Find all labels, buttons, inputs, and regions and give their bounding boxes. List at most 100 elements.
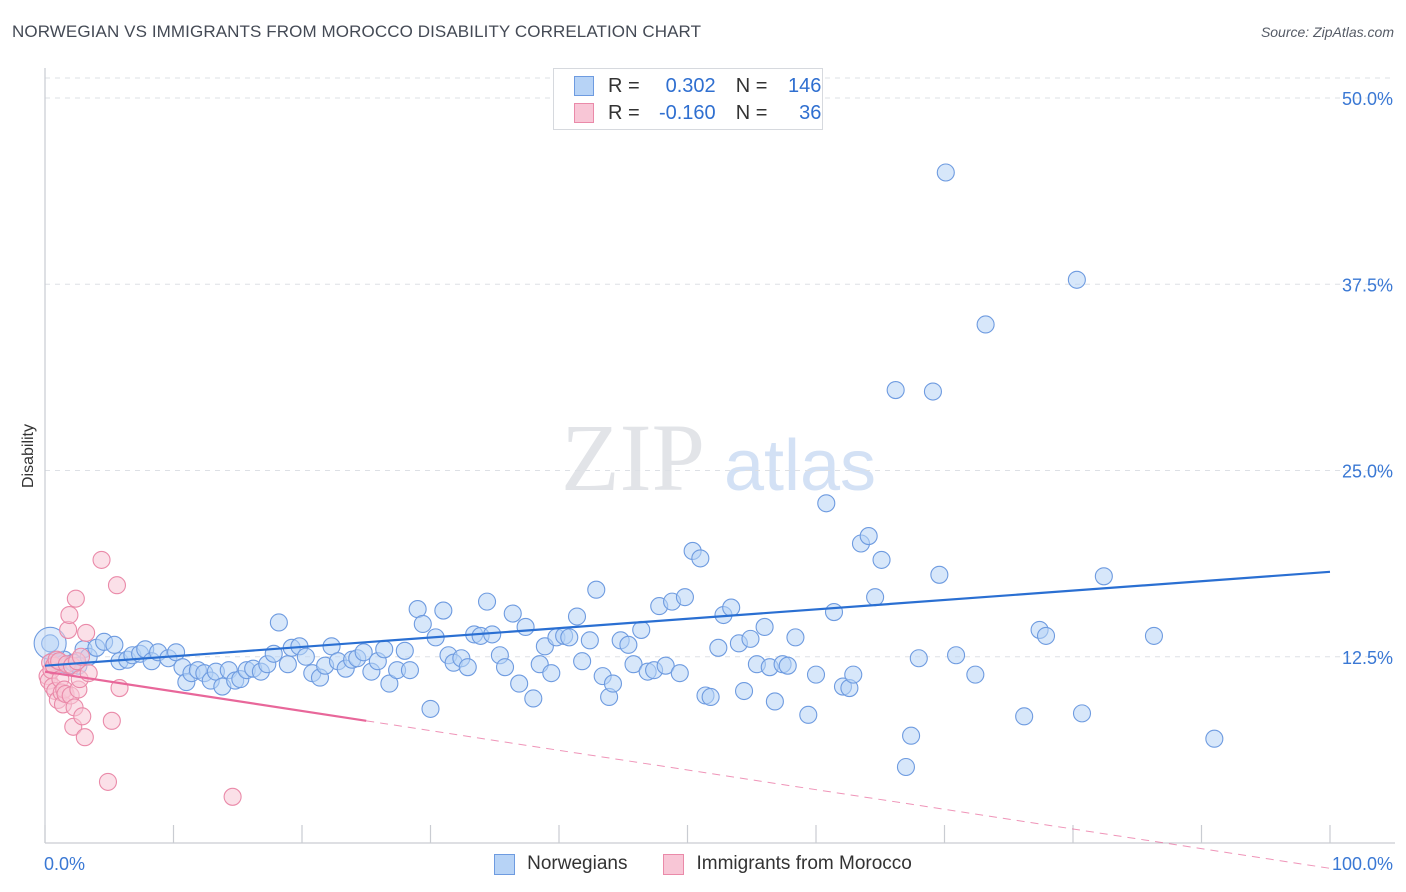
data-point-norwegian bbox=[930, 565, 949, 584]
data-point-norwegian bbox=[354, 643, 373, 662]
data-point-norwegian bbox=[510, 674, 529, 693]
data-point-norwegian bbox=[947, 646, 966, 665]
data-point-norwegian bbox=[844, 665, 863, 684]
data-point-norwegian bbox=[296, 647, 315, 666]
data-point-norwegian bbox=[872, 550, 891, 569]
data-point-morocco bbox=[73, 707, 92, 726]
legend-row-norwegians: R = 0.302 N = 146 bbox=[574, 74, 821, 98]
data-point-norwegian bbox=[573, 652, 592, 671]
data-point-norwegian bbox=[936, 163, 955, 182]
watermark: ZIP atlas bbox=[561, 404, 876, 511]
data-point-norwegian bbox=[1067, 270, 1086, 289]
data-point-norwegian bbox=[580, 631, 599, 650]
legend-swatch-blue bbox=[574, 76, 594, 96]
data-point-norwegian bbox=[691, 549, 710, 568]
axes bbox=[44, 68, 1395, 844]
r-value: 0.302 bbox=[665, 74, 716, 97]
data-point-morocco bbox=[66, 589, 85, 608]
n-label: N = bbox=[735, 74, 768, 97]
data-point-morocco bbox=[92, 550, 111, 569]
y-tick-label: 25.0% bbox=[1342, 462, 1393, 482]
data-point-norwegian bbox=[516, 617, 535, 637]
data-point-norwegian bbox=[734, 681, 754, 701]
data-point-norwegian bbox=[421, 699, 440, 718]
y-tick-label: 50.0% bbox=[1342, 89, 1393, 109]
data-point-norwegian bbox=[902, 726, 921, 745]
data-point-norwegian bbox=[866, 588, 885, 607]
data-point-norwegian bbox=[413, 614, 432, 634]
data-point-norwegian bbox=[722, 598, 741, 617]
data-point-norwegian bbox=[458, 658, 477, 677]
legend-item-morocco[interactable]: Immigrants from Morocco bbox=[663, 853, 912, 875]
data-point-morocco bbox=[75, 728, 94, 747]
norwegians-points bbox=[33, 163, 1224, 777]
data-point-norwegian bbox=[380, 674, 399, 693]
y-tick-label: 12.5% bbox=[1342, 648, 1393, 668]
r-label: R = bbox=[608, 101, 640, 124]
x-tick-label: 0.0% bbox=[44, 854, 85, 874]
data-point-norwegian bbox=[542, 664, 561, 683]
data-point-norwegian bbox=[587, 580, 606, 599]
data-point-norwegian bbox=[105, 635, 124, 654]
data-point-norwegian bbox=[670, 664, 689, 683]
data-point-norwegian bbox=[1205, 729, 1224, 748]
trend-extension-morocco bbox=[366, 720, 1331, 869]
data-point-norwegian bbox=[786, 628, 805, 647]
data-point-norwegian bbox=[278, 655, 297, 674]
data-point-norwegian bbox=[1015, 707, 1034, 726]
data-point-norwegian bbox=[400, 661, 419, 680]
watermark-zip: ZIP bbox=[561, 404, 705, 511]
data-point-norwegian bbox=[477, 592, 497, 611]
data-point-morocco bbox=[77, 623, 96, 642]
series-legend: Norwegians Immigrants from Morocco bbox=[0, 850, 1406, 878]
tick-labels: 12.5% 25.0% 37.5% 50.0% 0.0% 100.0% bbox=[44, 89, 1393, 874]
legend-label-norwegians: Norwegians bbox=[527, 853, 628, 874]
legend-swatch-blue bbox=[494, 853, 516, 875]
data-point-norwegian bbox=[966, 665, 985, 684]
data-point-norwegian bbox=[1036, 626, 1056, 645]
data-point-norwegian bbox=[1144, 626, 1164, 645]
data-point-norwegian bbox=[560, 628, 579, 647]
data-point-norwegian bbox=[603, 674, 623, 693]
legend-swatch-pink bbox=[574, 103, 594, 123]
data-point-norwegian bbox=[503, 604, 522, 623]
data-point-morocco bbox=[107, 576, 127, 595]
data-point-norwegian bbox=[976, 315, 995, 334]
watermark-atlas: atlas bbox=[724, 426, 876, 506]
gridlines bbox=[45, 77, 1395, 658]
data-point-norwegian bbox=[778, 656, 797, 675]
data-point-norwegian bbox=[632, 620, 651, 639]
data-point-norwegian bbox=[896, 757, 916, 777]
data-point-norwegian bbox=[524, 689, 543, 708]
n-label: N = bbox=[735, 101, 768, 124]
data-point-norwegian bbox=[765, 692, 784, 711]
data-point-norwegian bbox=[806, 665, 826, 684]
data-point-norwegian bbox=[375, 640, 394, 659]
trend-line-norwegians bbox=[44, 570, 1331, 667]
trend-lines bbox=[44, 570, 1331, 869]
data-point-norwegian bbox=[886, 380, 905, 400]
legend-swatch-pink bbox=[663, 853, 685, 875]
data-point-norwegian bbox=[799, 705, 818, 724]
data-point-norwegian bbox=[709, 638, 728, 657]
x-tick-label: 100.0% bbox=[1332, 854, 1393, 874]
data-point-norwegian bbox=[817, 494, 836, 513]
stats-legend: R = 0.302 N = 146 R = -0.160 N = 36 bbox=[553, 68, 823, 130]
n-value: 146 bbox=[788, 74, 822, 97]
data-point-norwegian bbox=[824, 602, 844, 622]
data-point-norwegian bbox=[1072, 704, 1092, 723]
data-point-norwegian bbox=[909, 649, 928, 668]
legend-row-morocco: R = -0.160 N = 36 bbox=[574, 101, 821, 125]
y-tick-label: 37.5% bbox=[1342, 275, 1393, 295]
legend-item-norwegians[interactable]: Norwegians bbox=[494, 853, 627, 875]
source-credit: Source: ZipAtlas.com bbox=[1260, 24, 1394, 40]
data-point-norwegian bbox=[619, 635, 638, 654]
r-value: -0.160 bbox=[658, 101, 716, 124]
data-point-norwegian bbox=[269, 613, 288, 632]
data-point-norwegian bbox=[434, 601, 453, 620]
trend-line-morocco bbox=[44, 670, 367, 722]
data-point-morocco bbox=[223, 787, 242, 806]
data-point-norwegian bbox=[624, 655, 643, 674]
data-point-norwegian bbox=[859, 527, 878, 546]
